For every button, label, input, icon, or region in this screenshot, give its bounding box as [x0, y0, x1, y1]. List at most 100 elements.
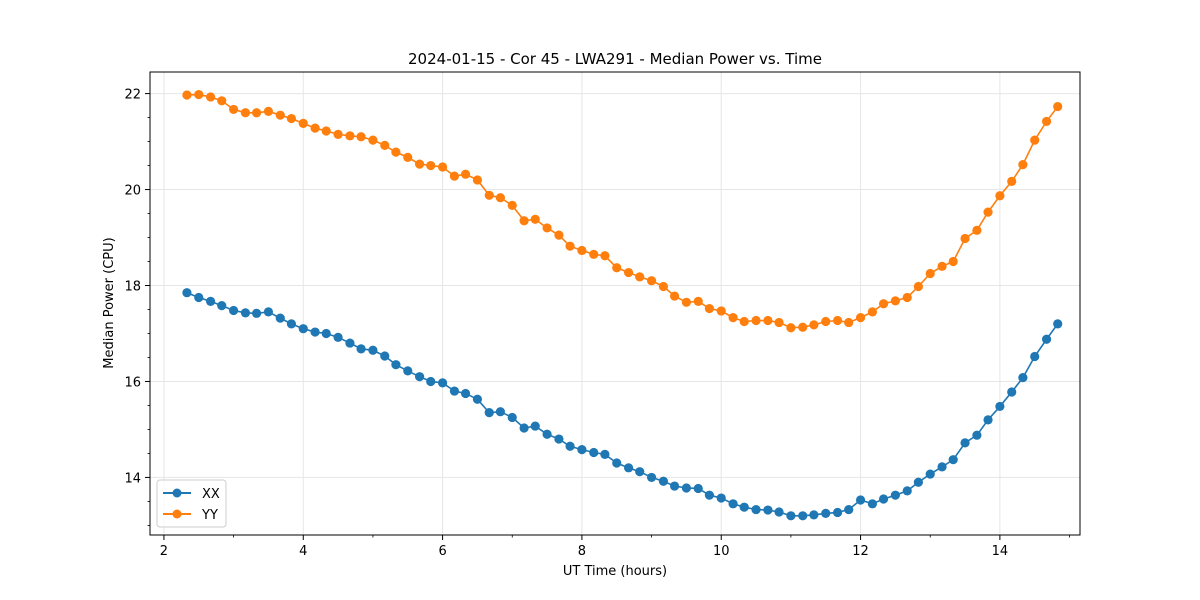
data-point-xx	[821, 508, 831, 519]
data-point-yy	[206, 92, 216, 102]
legend-marker-xx	[172, 488, 182, 498]
data-point-yy	[763, 315, 773, 326]
data-point-yy	[589, 249, 599, 259]
data-point-xx	[507, 412, 517, 423]
data-point-xx	[542, 429, 552, 439]
data-point-xx	[530, 421, 540, 431]
y-tick-label: 14	[124, 471, 141, 486]
data-point-xx	[519, 423, 529, 433]
data-point-xx	[1030, 351, 1040, 362]
data-point-xx	[995, 401, 1005, 412]
data-point-xx	[867, 499, 878, 509]
data-point-xx	[878, 494, 889, 504]
data-point-xx	[1018, 373, 1028, 383]
data-point-xx	[844, 504, 854, 515]
data-point-yy	[669, 291, 680, 301]
data-point-xx	[321, 328, 331, 339]
data-point-yy	[809, 320, 819, 330]
data-point-xx	[298, 324, 308, 334]
data-point-xx	[728, 499, 738, 509]
data-point-xx	[495, 407, 506, 417]
data-point-yy	[263, 106, 274, 116]
legend-marker-yy	[172, 509, 182, 519]
data-point-xx	[716, 493, 726, 503]
data-point-yy	[310, 123, 320, 133]
data-point-xx	[704, 490, 714, 500]
data-point-xx	[763, 505, 773, 515]
data-point-yy	[554, 230, 564, 240]
data-point-yy	[902, 292, 912, 303]
data-point-xx	[484, 408, 494, 418]
data-point-yy	[995, 191, 1005, 201]
data-point-yy	[646, 276, 657, 286]
data-point-xx	[925, 469, 935, 479]
data-point-xx	[333, 332, 343, 342]
data-point-yy	[530, 214, 540, 224]
data-point-xx	[798, 511, 808, 521]
legend: XX YY	[156, 479, 227, 528]
data-point-xx	[948, 455, 958, 465]
data-point-yy	[635, 272, 645, 282]
data-point-xx	[983, 415, 993, 425]
data-point-xx	[460, 388, 471, 399]
data-point-yy	[786, 323, 796, 333]
data-point-xx	[669, 481, 680, 491]
data-point-xx	[391, 360, 401, 370]
data-point-xx	[240, 308, 251, 318]
data-point-yy	[716, 306, 726, 316]
data-point-xx	[194, 292, 204, 303]
data-point-yy	[983, 207, 993, 217]
x-tick-label: 2	[160, 544, 168, 559]
data-point-yy	[519, 216, 529, 226]
data-point-yy	[681, 297, 692, 307]
series-yy	[182, 89, 1063, 333]
data-point-xx	[368, 345, 378, 355]
data-point-xx	[646, 472, 657, 483]
data-point-yy	[890, 296, 900, 306]
data-point-xx	[228, 305, 239, 316]
data-point-yy	[693, 296, 703, 306]
data-point-yy	[577, 245, 587, 256]
data-point-yy	[878, 299, 889, 309]
data-point-xx	[890, 490, 900, 500]
data-point-xx	[217, 301, 227, 311]
data-point-yy	[345, 131, 355, 141]
y-axis: 14 16 18 20 22	[124, 88, 150, 526]
data-point-xx	[855, 495, 866, 505]
data-point-xx	[182, 288, 192, 298]
data-point-yy	[495, 193, 506, 203]
data-point-xx	[554, 434, 564, 444]
data-point-xx	[414, 372, 425, 382]
data-point-yy	[658, 281, 669, 292]
legend-label-yy: YY	[201, 508, 218, 523]
data-point-yy	[240, 108, 251, 118]
data-point-xx	[589, 447, 599, 458]
data-point-xx	[913, 477, 923, 487]
data-point-yy	[321, 126, 331, 136]
data-point-xx	[310, 327, 320, 337]
x-tick-label: 10	[713, 544, 730, 559]
data-point-xx	[356, 344, 366, 354]
grid	[150, 72, 1080, 535]
data-point-yy	[855, 313, 866, 323]
data-point-yy	[867, 307, 878, 317]
y-tick-label: 16	[124, 375, 141, 390]
data-point-yy	[739, 316, 749, 327]
data-point-yy	[1041, 116, 1052, 127]
data-point-yy	[1030, 135, 1040, 145]
data-point-yy	[542, 223, 552, 233]
data-point-yy	[821, 316, 831, 327]
data-point-xx	[786, 511, 796, 521]
data-point-xx	[449, 386, 460, 396]
data-point-xx	[681, 483, 692, 493]
data-point-yy	[925, 268, 935, 279]
data-point-xx	[774, 507, 784, 517]
series-xx	[182, 288, 1063, 521]
data-point-yy	[333, 129, 343, 139]
data-point-xx	[345, 338, 355, 348]
data-point-yy	[472, 175, 483, 185]
data-point-yy	[217, 96, 227, 106]
data-point-xx	[751, 504, 761, 515]
x-tick-label: 8	[578, 544, 586, 559]
